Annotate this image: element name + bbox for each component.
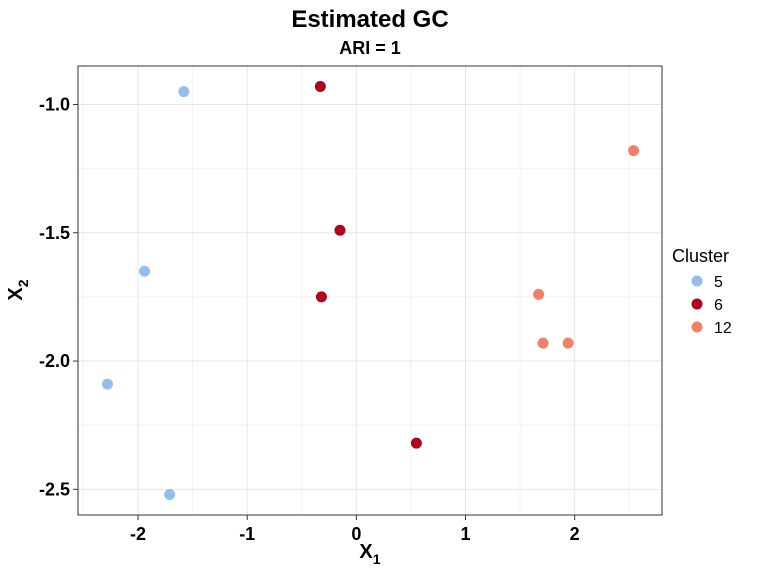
chart-title: Estimated GC — [291, 6, 448, 33]
y-axis-label-main: X — [5, 287, 27, 301]
x-axis-ticks: -2 -1 0 1 2 — [130, 515, 580, 544]
y-tick-label: -1.0 — [39, 94, 70, 114]
legend: Cluster 5 6 12 — [672, 246, 732, 337]
data-point-cluster-12 — [628, 145, 640, 157]
data-point-cluster-6 — [314, 81, 326, 93]
y-axis-label: X2 — [5, 279, 31, 300]
legend-key-6 — [691, 298, 703, 310]
legend-items: 5 6 12 — [691, 274, 732, 337]
y-tick-label: -2.5 — [39, 479, 70, 499]
x-axis-label: X1 — [359, 541, 380, 567]
x-tick-label: 1 — [461, 524, 471, 544]
data-point-cluster-5 — [178, 86, 190, 98]
data-point-cluster-5 — [101, 378, 113, 390]
data-point-cluster-12 — [537, 337, 549, 349]
data-point-cluster-6 — [334, 224, 346, 236]
panel-border — [77, 65, 663, 516]
legend-title: Cluster — [672, 246, 729, 266]
y-tick-label: -1.5 — [39, 223, 70, 243]
y-axis-ticks: -1.0 -1.5 -2.0 -2.5 — [39, 94, 78, 499]
x-tick-label: 0 — [351, 524, 361, 544]
x-tick-label: 2 — [570, 524, 580, 544]
x-axis-label-subscript: 1 — [373, 551, 381, 567]
legend-key-12 — [691, 321, 703, 333]
data-point-cluster-6 — [315, 291, 327, 303]
plot-panel — [77, 65, 663, 516]
chart-subtitle: ARI = 1 — [339, 38, 401, 58]
legend-key-5 — [691, 275, 703, 287]
legend-label-6: 6 — [714, 297, 723, 314]
data-point-cluster-5 — [139, 265, 151, 277]
legend-label-12: 12 — [714, 320, 732, 337]
x-tick-label: -1 — [239, 524, 255, 544]
data-point-cluster-5 — [164, 488, 176, 500]
x-tick-label: -2 — [130, 524, 146, 544]
grid-lines — [78, 66, 662, 515]
data-point-cluster-6 — [410, 437, 422, 449]
legend-label-5: 5 — [714, 274, 723, 291]
data-point-cluster-12 — [533, 288, 545, 300]
y-axis-label-subscript: 2 — [15, 279, 31, 287]
y-tick-label: -2.0 — [39, 351, 70, 371]
data-points — [101, 81, 640, 500]
data-point-cluster-12 — [562, 337, 574, 349]
x-axis-label-main: X — [359, 541, 373, 563]
